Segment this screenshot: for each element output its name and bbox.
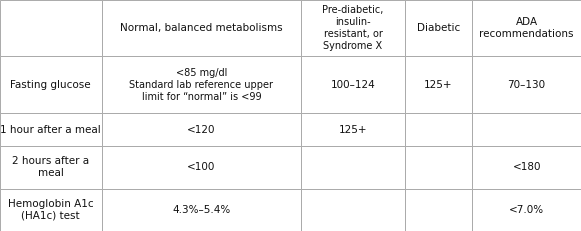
Bar — [302, 113, 405, 146]
Text: Diabetic: Diabetic — [417, 23, 460, 33]
Bar — [0, 0, 102, 56]
Bar — [302, 56, 405, 113]
Text: Normal, balanced metabolisms: Normal, balanced metabolisms — [120, 23, 283, 33]
Text: 100–124: 100–124 — [331, 80, 375, 90]
Bar — [0, 113, 102, 146]
Bar — [472, 189, 581, 231]
Text: 4.3%–5.4%: 4.3%–5.4% — [173, 205, 231, 215]
Text: 1 hour after a meal: 1 hour after a meal — [1, 125, 101, 135]
Text: <180: <180 — [512, 162, 541, 173]
Text: <85 mg/dl
Standard lab reference upper
limit for “normal” is <99: <85 mg/dl Standard lab reference upper l… — [130, 68, 274, 102]
Bar — [102, 189, 302, 231]
Text: 70–130: 70–130 — [508, 80, 546, 90]
Text: ADA
recommendations: ADA recommendations — [479, 17, 574, 39]
Bar — [405, 113, 472, 146]
Bar — [472, 113, 581, 146]
Bar — [0, 146, 102, 189]
Bar — [472, 56, 581, 113]
Bar — [102, 146, 302, 189]
Bar — [472, 146, 581, 189]
Bar — [102, 0, 302, 56]
Bar — [0, 189, 102, 231]
Text: <100: <100 — [187, 162, 216, 173]
Bar — [102, 56, 302, 113]
Bar — [0, 56, 102, 113]
Bar — [302, 0, 405, 56]
Bar — [302, 189, 405, 231]
Text: Pre-diabetic,
insulin-
resistant, or
Syndrome X: Pre-diabetic, insulin- resistant, or Syn… — [322, 5, 383, 51]
Bar — [472, 0, 581, 56]
Text: 125+: 125+ — [339, 125, 367, 135]
Text: Fasting glucose: Fasting glucose — [10, 80, 91, 90]
Bar — [405, 0, 472, 56]
Text: <7.0%: <7.0% — [509, 205, 544, 215]
Bar — [102, 113, 302, 146]
Text: <120: <120 — [187, 125, 216, 135]
Bar — [302, 146, 405, 189]
Bar — [405, 189, 472, 231]
Text: Hemoglobin A1c
(HA1c) test: Hemoglobin A1c (HA1c) test — [8, 199, 94, 221]
Bar — [405, 56, 472, 113]
Bar — [405, 146, 472, 189]
Text: 125+: 125+ — [424, 80, 453, 90]
Text: 2 hours after a
meal: 2 hours after a meal — [12, 156, 89, 179]
